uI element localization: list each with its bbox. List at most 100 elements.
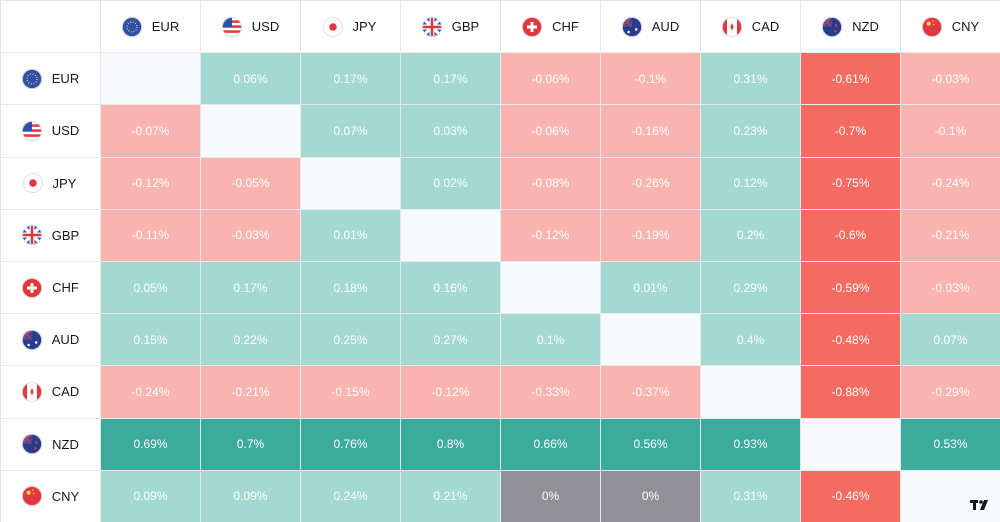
currency-header: AUD xyxy=(601,1,701,54)
rate-cell: 0.09% xyxy=(101,470,201,522)
rate-cell: -0.12% xyxy=(501,209,601,262)
diagonal-cell xyxy=(901,470,1000,522)
flag-icon xyxy=(21,486,42,507)
currency-code: JPY xyxy=(52,175,77,191)
rate-cell: -0.03% xyxy=(901,261,1000,315)
currency-header: GBP xyxy=(401,1,501,54)
currency-code: USD xyxy=(251,19,280,35)
flag-icon xyxy=(221,16,242,37)
rate-cell: -0.12% xyxy=(401,366,501,419)
rate-cell: -0.06% xyxy=(501,105,601,158)
rate-cell: -0.24% xyxy=(101,366,201,419)
corner-cell xyxy=(1,1,101,54)
rate-cell: 0.66% xyxy=(501,418,601,471)
flag-icon xyxy=(621,16,642,37)
rate-cell: -0.05% xyxy=(201,157,301,210)
rate-cell: -0.88% xyxy=(801,366,901,419)
rate-cell: 0.25% xyxy=(301,314,401,367)
flag-icon xyxy=(121,16,142,37)
rate-cell: 0.8% xyxy=(401,418,501,471)
rate-cell: -0.75% xyxy=(801,157,901,210)
rate-cell: 0.2% xyxy=(701,209,801,262)
currency-code: AUD xyxy=(51,332,80,348)
rate-cell: -0.61% xyxy=(801,53,901,106)
rate-cell: 0.17% xyxy=(401,53,501,106)
rate-cell: -0.59% xyxy=(801,261,901,315)
currency-code: EUR xyxy=(151,19,180,35)
rate-cell: -0.1% xyxy=(601,53,701,106)
flag-icon xyxy=(21,225,42,246)
rate-cell: -0.19% xyxy=(601,209,701,262)
currency-code: CNY xyxy=(51,488,80,504)
rate-cell: 0.07% xyxy=(901,314,1000,367)
rate-cell: -0.1% xyxy=(901,105,1000,158)
rate-cell: -0.26% xyxy=(601,157,701,210)
rate-cell: 0.69% xyxy=(101,418,201,471)
flag-icon xyxy=(322,16,343,37)
rate-cell: -0.03% xyxy=(901,53,1000,106)
rate-cell: 0.07% xyxy=(301,105,401,158)
rate-cell: 0.09% xyxy=(201,470,301,522)
rate-cell: 0.01% xyxy=(601,261,701,315)
diagonal-cell xyxy=(301,157,401,210)
rate-cell: 0.56% xyxy=(601,418,701,471)
rate-cell: 0.16% xyxy=(401,261,501,315)
diagonal-cell xyxy=(501,261,601,315)
currency-code: GBP xyxy=(451,19,480,35)
flag-icon xyxy=(721,16,742,37)
rate-cell: -0.08% xyxy=(501,157,601,210)
tradingview-logo[interactable] xyxy=(970,498,992,512)
currency-header: JPY xyxy=(1,157,101,210)
currency-code: CNY xyxy=(951,19,980,35)
currency-header: NZD xyxy=(801,1,901,54)
rate-cell: 0.93% xyxy=(701,418,801,471)
rate-cell: -0.07% xyxy=(101,105,201,158)
rate-cell: -0.03% xyxy=(201,209,301,262)
rate-cell: -0.11% xyxy=(101,209,201,262)
currency-code: CHF xyxy=(52,280,79,296)
flag-icon xyxy=(22,277,43,298)
currency-header: CAD xyxy=(1,366,101,419)
rate-cell: 0.01% xyxy=(301,209,401,262)
rate-cell: 0.17% xyxy=(201,261,301,315)
rate-cell: -0.7% xyxy=(801,105,901,158)
currency-header: CAD xyxy=(701,1,801,54)
rate-cell: -0.06% xyxy=(501,53,601,106)
rate-cell: -0.46% xyxy=(801,470,901,522)
rate-cell: -0.16% xyxy=(601,105,701,158)
rate-cell: 0.02% xyxy=(401,157,501,210)
rate-cell: -0.29% xyxy=(901,366,1000,419)
rate-cell: 0.31% xyxy=(701,470,801,522)
rate-cell: 0.4% xyxy=(701,314,801,367)
rate-cell: -0.48% xyxy=(801,314,901,367)
rate-cell: 0.12% xyxy=(701,157,801,210)
currency-header: USD xyxy=(1,105,101,158)
rate-cell: 0.1% xyxy=(501,314,601,367)
rate-cell: 0.05% xyxy=(101,261,201,315)
rate-cell: 0.23% xyxy=(701,105,801,158)
currency-header: CNY xyxy=(1,470,101,522)
rate-cell: -0.21% xyxy=(901,209,1000,262)
rate-cell: 0.76% xyxy=(301,418,401,471)
rate-cell: -0.37% xyxy=(601,366,701,419)
rate-cell: 0.27% xyxy=(401,314,501,367)
rate-cell: 0.29% xyxy=(701,261,801,315)
flag-icon xyxy=(921,16,942,37)
rate-cell: 0.22% xyxy=(201,314,301,367)
rate-cell: 0.15% xyxy=(101,314,201,367)
rate-cell: -0.24% xyxy=(901,157,1000,210)
currency-header: JPY xyxy=(301,1,401,54)
currency-header: NZD xyxy=(1,418,101,471)
currency-code: JPY xyxy=(352,19,377,35)
currency-code: AUD xyxy=(651,19,680,35)
rate-cell: 0.17% xyxy=(301,53,401,106)
currency-header: CNY xyxy=(901,1,1000,54)
currency-code: CAD xyxy=(51,384,80,400)
flag-icon xyxy=(522,16,543,37)
diagonal-cell xyxy=(401,209,501,262)
flag-icon xyxy=(21,329,42,350)
diagonal-cell xyxy=(201,105,301,158)
rate-cell: 0.18% xyxy=(301,261,401,315)
currency-code: NZD xyxy=(852,19,879,35)
flag-icon xyxy=(21,68,42,89)
